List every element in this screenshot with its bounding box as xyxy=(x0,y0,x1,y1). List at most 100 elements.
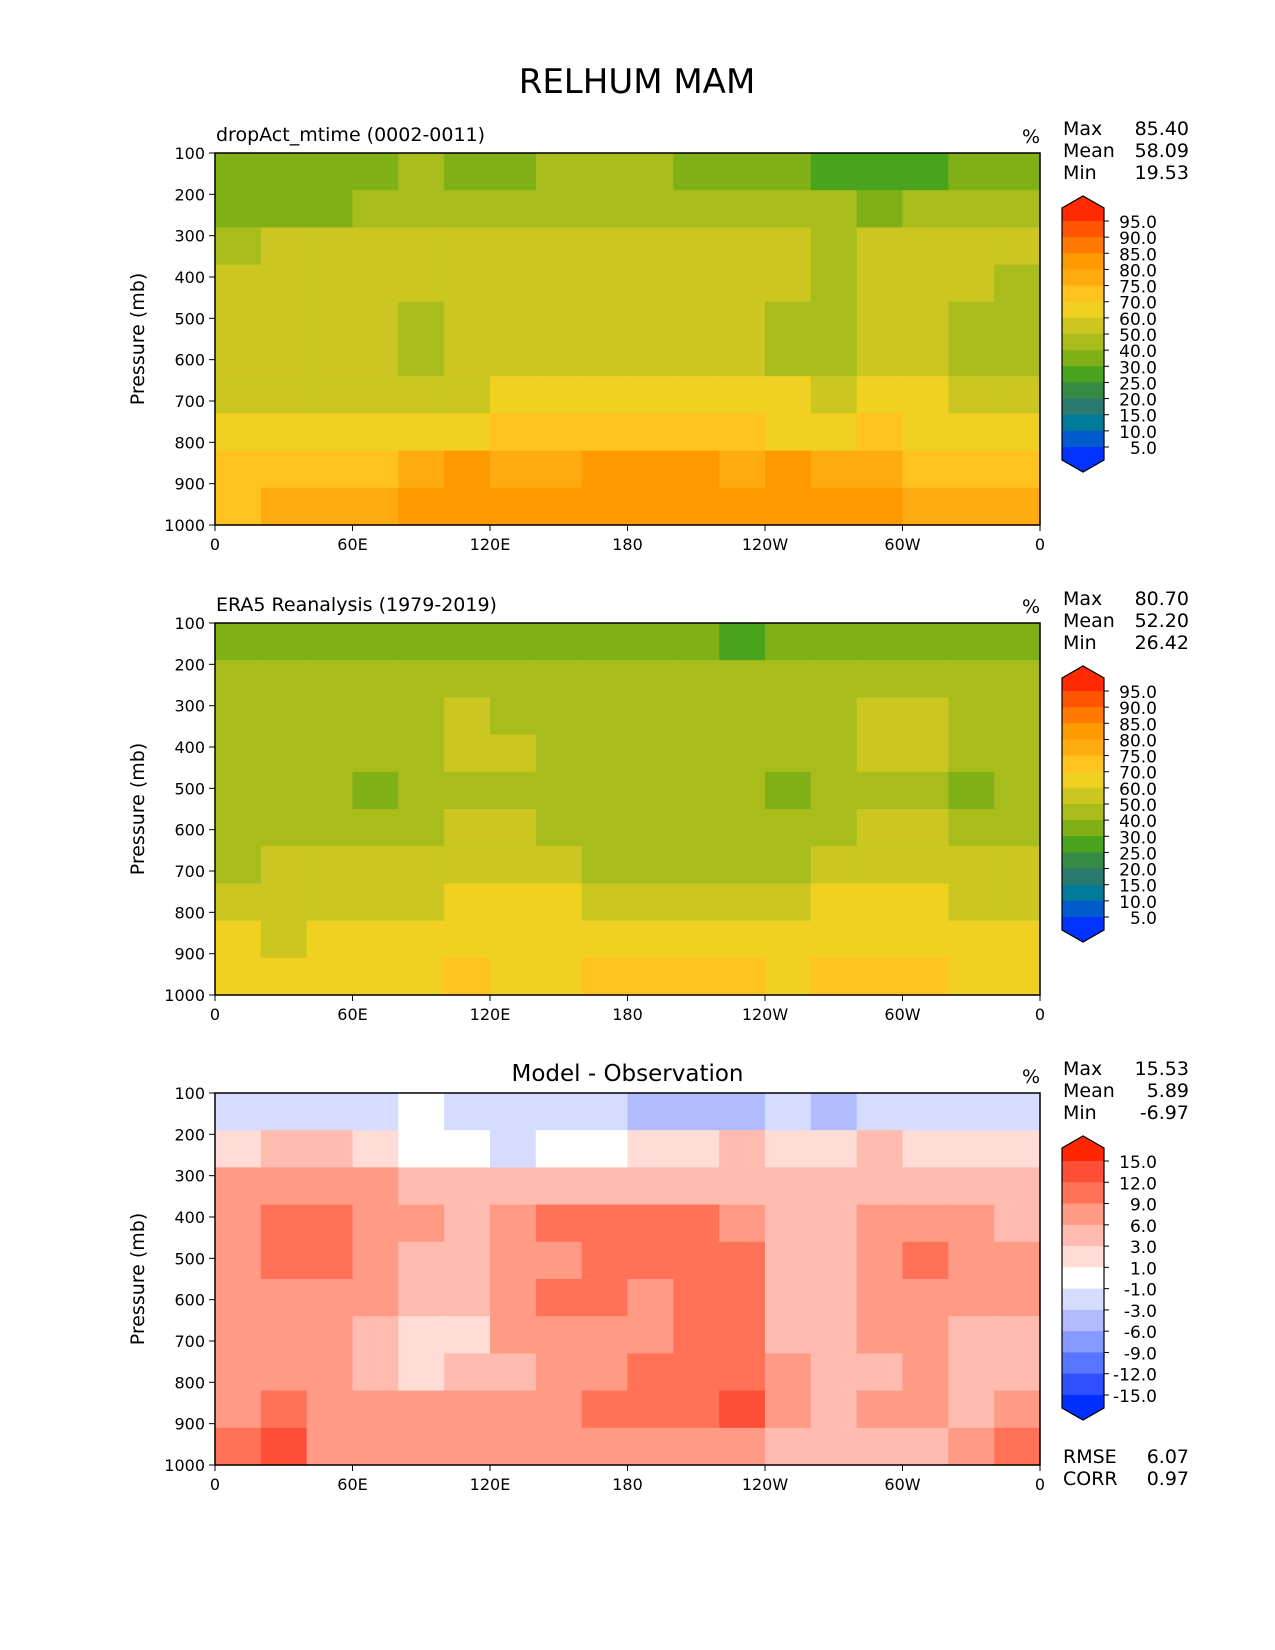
heatmap-cell xyxy=(535,339,583,377)
heatmap-cell xyxy=(535,1241,583,1280)
heatmap-cell xyxy=(581,264,629,303)
heatmap-cell xyxy=(306,1279,354,1317)
heatmap-cell xyxy=(627,660,674,698)
heatmap-cell xyxy=(994,697,1041,736)
stat-value-rmse: 6.07 xyxy=(1147,1446,1189,1468)
heatmap-cell xyxy=(444,376,491,414)
chart-panel-test: dropAct_mtime (0002-0011) % 100 200 300 400 50… xyxy=(127,118,1189,554)
heatmap-cell xyxy=(444,1427,491,1466)
colorbar-extend-min xyxy=(1062,917,1104,942)
heatmap-cell xyxy=(444,1204,491,1243)
heatmap-cell xyxy=(719,227,766,266)
heatmap-cell xyxy=(673,264,720,303)
heatmap-cell xyxy=(581,376,629,414)
heatmap-cell xyxy=(810,264,858,303)
heatmap-cell xyxy=(902,339,949,377)
heatmap-cell xyxy=(627,920,674,959)
colorbar-band xyxy=(1062,852,1104,870)
heatmap-cell xyxy=(215,1204,262,1243)
heatmap-cell xyxy=(856,413,904,452)
colorbar-band xyxy=(1062,900,1104,918)
colorbar-outline xyxy=(1061,195,1105,473)
heatmap-cell xyxy=(260,339,308,377)
heatmap-cell xyxy=(260,1353,308,1392)
heatmap-cell xyxy=(627,301,674,340)
heatmap-cell xyxy=(581,920,629,959)
heatmap-cell xyxy=(535,264,583,303)
colorbar-extend-min xyxy=(1062,447,1104,472)
heatmap-cell xyxy=(215,809,262,847)
heatmap-cell xyxy=(948,301,995,340)
heatmap-cell xyxy=(352,153,399,191)
heatmap-cell xyxy=(260,153,308,191)
heatmap-cell xyxy=(673,1130,720,1168)
heatmap-cell xyxy=(490,487,537,526)
heatmap-cell xyxy=(994,883,1041,922)
heatmap-cell xyxy=(581,1093,629,1131)
colorbar-band xyxy=(1062,723,1104,740)
heatmap-cell xyxy=(352,1279,399,1317)
heatmap-cell xyxy=(535,450,583,489)
colorbar-extend-max xyxy=(1062,1136,1104,1161)
heatmap-cell xyxy=(765,153,812,191)
heatmap-cell xyxy=(215,1390,262,1429)
heatmap-cell xyxy=(306,771,354,810)
heatmap-cell xyxy=(856,487,904,526)
colorbar-band xyxy=(1062,1352,1104,1375)
heatmap-cell xyxy=(260,190,308,228)
heatmap-cell xyxy=(260,450,308,489)
x-tick-label: 120E xyxy=(470,1005,511,1024)
colorbar-label: 3.0 xyxy=(1130,1238,1157,1258)
heatmap-cell xyxy=(627,264,674,303)
colorbar-label: 15.0 xyxy=(1119,877,1157,897)
heatmap-cell xyxy=(490,339,537,377)
colorbar-label: 70.0 xyxy=(1119,764,1157,784)
colorbar-band xyxy=(1062,868,1104,886)
heatmap-cell xyxy=(260,771,308,810)
heatmap-cell xyxy=(260,301,308,340)
heatmap-cell xyxy=(352,846,399,884)
x-tick-label: 60E xyxy=(337,1005,367,1024)
heatmap-cell xyxy=(810,153,858,191)
y-tick-label: 300 xyxy=(174,1167,205,1186)
heatmap-cell xyxy=(994,846,1041,884)
heatmap-cell xyxy=(902,1353,949,1392)
heatmap-cell xyxy=(490,1427,537,1466)
heatmap-cell xyxy=(719,153,766,191)
colorbar-band xyxy=(1062,1246,1104,1268)
heatmap-cell xyxy=(994,660,1041,698)
heatmap-cell xyxy=(352,1167,399,1206)
heatmap-cell xyxy=(810,1279,858,1317)
heatmap-cell xyxy=(398,734,445,773)
heatmap-cell xyxy=(673,227,720,266)
heatmap-cell xyxy=(673,883,720,922)
heatmap-cell xyxy=(719,339,766,377)
heatmap-cell xyxy=(856,660,904,698)
heatmap-cell xyxy=(948,734,995,773)
heatmap-cell xyxy=(398,450,445,489)
heatmap-cell xyxy=(856,1204,904,1243)
heatmap-cell xyxy=(856,190,904,228)
heatmap-cell xyxy=(260,413,308,452)
heatmap-cell xyxy=(948,1241,995,1280)
heatmap-cell xyxy=(535,1390,583,1429)
heatmap-cell xyxy=(581,957,629,996)
units-label: % xyxy=(1022,596,1040,618)
heatmap-cell xyxy=(490,376,537,414)
colorbar-band xyxy=(1062,1224,1104,1247)
heatmap-cell xyxy=(215,1130,262,1168)
heatmap-cell xyxy=(306,487,354,526)
heatmap-cell xyxy=(994,339,1041,377)
heatmap-cell xyxy=(948,413,995,452)
stat-label-mean: Mean xyxy=(1063,140,1115,162)
heatmap-cell xyxy=(306,660,354,698)
heatmap-cell xyxy=(627,697,674,736)
stat-value-max: 85.40 xyxy=(1135,118,1189,140)
colorbar-band xyxy=(1062,787,1104,805)
heatmap-cell xyxy=(306,697,354,736)
heatmap-cell xyxy=(260,957,308,996)
heatmap-cells xyxy=(215,153,1041,526)
heatmap-cell xyxy=(260,376,308,414)
heatmap-cell xyxy=(765,1279,812,1317)
heatmap-cell xyxy=(581,734,629,773)
